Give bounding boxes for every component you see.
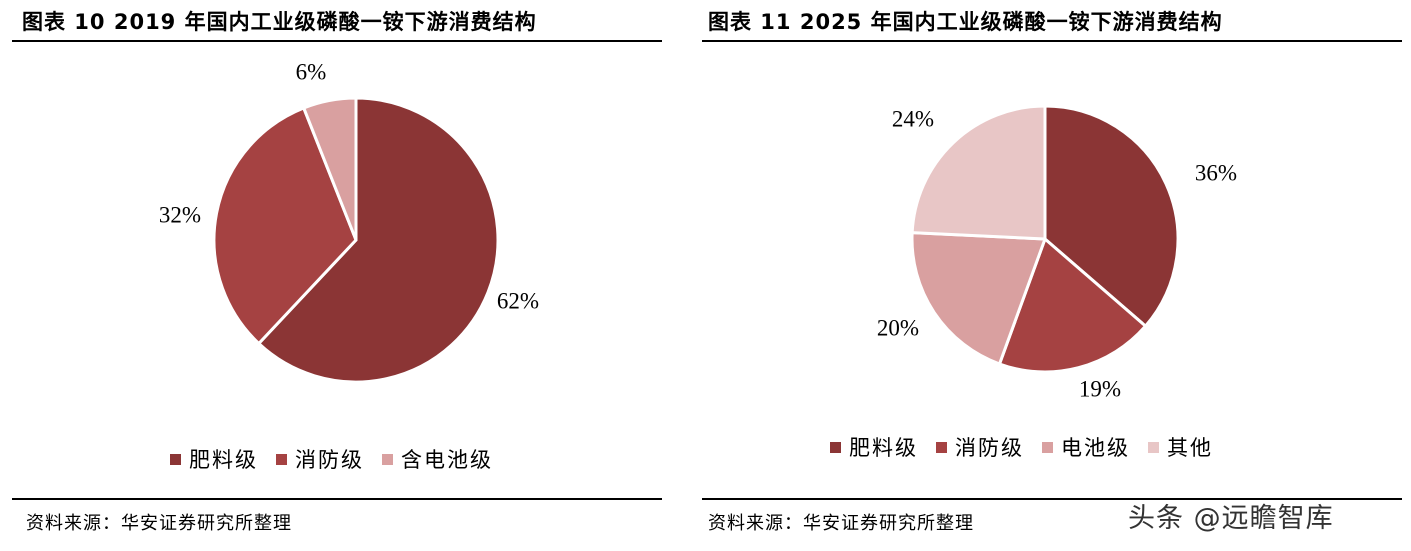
slice-battery — [910, 231, 1047, 366]
legend-item-battery: 电池级 — [1042, 432, 1130, 462]
legend-swatch — [382, 453, 393, 465]
title-rule — [702, 40, 1402, 42]
legend-label: 电池级 — [1061, 436, 1130, 460]
legend-label: 肥料级 — [849, 436, 918, 460]
legend-item-fire: 消防级 — [276, 444, 364, 474]
title-rule — [12, 40, 662, 42]
legend-swatch — [1148, 441, 1159, 453]
chart-panel-2019: 图表 10 2019 年国内工业级磷酸一铵下游消费结构 62% 32% 6% 肥… — [0, 0, 690, 551]
data-label-fertilizer: 36% — [1195, 160, 1237, 185]
legend-item-fertilizer: 肥料级 — [830, 432, 918, 462]
slice-other — [910, 104, 1047, 241]
data-label-fire: 32% — [159, 202, 201, 227]
chart-title: 图表 10 2019 年国内工业级磷酸一铵下游消费结构 — [22, 10, 537, 34]
slice-fire — [998, 237, 1148, 374]
pie-chart-2025: 36% 19% 20% 24% — [877, 104, 1237, 401]
legend-label: 肥料级 — [189, 448, 258, 472]
legend-label: 消防级 — [955, 436, 1024, 460]
legend-swatch — [1042, 441, 1053, 453]
legend-label: 消防级 — [295, 448, 364, 472]
slice-battery — [302, 96, 358, 242]
legend-swatch — [830, 441, 841, 453]
legend-item-fertilizer: 肥料级 — [170, 444, 258, 474]
legend: 肥料级 消防级 电池级 其他 — [830, 432, 1231, 462]
legend-item-battery: 含电池级 — [382, 444, 493, 474]
source-note: 资料来源：华安证券研究所整理 — [708, 513, 974, 534]
watermark: 头条 @远瞻智库 — [1128, 503, 1334, 534]
data-label-battery: 6% — [296, 59, 327, 84]
slice-fire — [212, 106, 358, 346]
pie-chart-2019: 62% 32% 6% — [159, 59, 539, 384]
legend-swatch — [170, 453, 181, 465]
data-label-other: 24% — [892, 106, 934, 131]
slice-fertilizer — [257, 96, 500, 384]
legend-swatch — [936, 441, 947, 453]
legend-item-fire: 消防级 — [936, 432, 1024, 462]
data-label-fertilizer: 62% — [497, 288, 539, 313]
chart-panel-2025: 图表 11 2025 年国内工业级磷酸一铵下游消费结构 36% 19% 20% … — [690, 0, 1411, 551]
legend-item-other: 其他 — [1148, 432, 1213, 462]
legend: 肥料级 消防级 含电池级 — [170, 444, 511, 474]
source-rule — [12, 498, 662, 500]
data-label-fire: 19% — [1079, 376, 1121, 401]
slice-fertilizer — [1043, 104, 1180, 328]
legend-label: 含电池级 — [401, 448, 493, 472]
data-label-battery: 20% — [877, 315, 919, 340]
legend-swatch — [276, 453, 287, 465]
legend-label: 其他 — [1167, 436, 1213, 460]
source-rule — [702, 498, 1402, 500]
source-note: 资料来源：华安证券研究所整理 — [26, 513, 292, 534]
chart-title: 图表 11 2025 年国内工业级磷酸一铵下游消费结构 — [708, 10, 1223, 34]
